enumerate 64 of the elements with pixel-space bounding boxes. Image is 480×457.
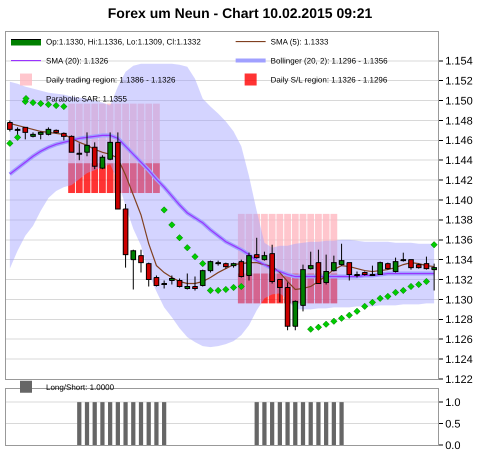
point — [6, 140, 14, 147]
point — [168, 221, 176, 228]
point — [60, 103, 68, 110]
point — [184, 244, 191, 252]
point — [330, 318, 338, 325]
point — [338, 314, 346, 322]
legend-label: Long/Short: 1.0000 — [46, 382, 115, 392]
point — [354, 308, 360, 315]
y-tick-label: 1.130 — [445, 294, 473, 306]
y-tick-label: 0.0 — [445, 440, 460, 452]
point — [214, 286, 222, 294]
y-tick-label: 1.0 — [445, 396, 460, 409]
point — [384, 292, 392, 300]
y-tick-label: 1.146 — [445, 135, 473, 148]
y-tick-label: 1.138 — [445, 214, 473, 227]
y-tick-label: 1.126 — [445, 334, 473, 346]
chart-title: Forex um Neun - Chart 10.02.2015 09:21 — [108, 4, 372, 21]
y-tick-label: 1.128 — [445, 314, 473, 326]
point — [37, 100, 44, 108]
point — [14, 134, 22, 141]
y-tick-label: 1.150 — [445, 95, 473, 108]
point — [322, 320, 330, 328]
y-tick-label: 1.124 — [445, 354, 473, 366]
point — [238, 282, 245, 290]
legend-label: Daily trading region: 1.1386 - 1.1326 — [46, 76, 176, 85]
y-tick-label: 1.140 — [445, 194, 473, 207]
point — [361, 302, 368, 310]
point — [392, 288, 400, 296]
y-tick-label: 1.122 — [445, 374, 473, 386]
point — [346, 312, 353, 319]
point — [230, 284, 238, 291]
legend-label: Parabolic SAR: 1.1355 — [46, 94, 128, 104]
point — [422, 278, 430, 285]
point — [376, 294, 384, 302]
point — [199, 260, 206, 268]
point — [408, 282, 414, 290]
legend-label: SMA (5): 1.1333 — [270, 38, 329, 47]
y-tick-label: 0.5 — [445, 418, 460, 430]
legend-label: SMA (20): 1.1326 — [46, 56, 109, 66]
y-tick-label: 1.132 — [445, 274, 473, 286]
point — [430, 241, 438, 248]
point — [222, 286, 230, 293]
point — [160, 206, 168, 214]
y-tick-label: 1.134 — [445, 254, 473, 266]
point — [400, 286, 407, 294]
legend-label: Daily S/L region: 1.1326 - 1.1296 — [270, 76, 388, 85]
y-tick-label: 1.136 — [445, 234, 473, 247]
point — [44, 101, 52, 108]
point — [415, 280, 422, 288]
point — [368, 298, 376, 306]
legend-label: Bollinger (20, 2): 1.1296 - 1.1356 — [270, 56, 388, 66]
point — [206, 286, 214, 294]
point — [52, 102, 60, 110]
y-tick-label: 1.144 — [445, 155, 473, 168]
y-tick-label: 1.154 — [445, 56, 473, 68]
y-tick-label: 1.148 — [445, 115, 473, 128]
legend-label: Op:1.1330, Hi:1.1336, Lo:1.1309, Cl:1.1332 — [46, 38, 202, 47]
point — [192, 253, 198, 260]
y-tick-label: 1.152 — [445, 76, 473, 88]
y-tick-label: 1.142 — [445, 174, 473, 187]
point — [30, 99, 36, 106]
point — [314, 324, 322, 331]
point — [307, 326, 314, 333]
point — [176, 234, 184, 242]
